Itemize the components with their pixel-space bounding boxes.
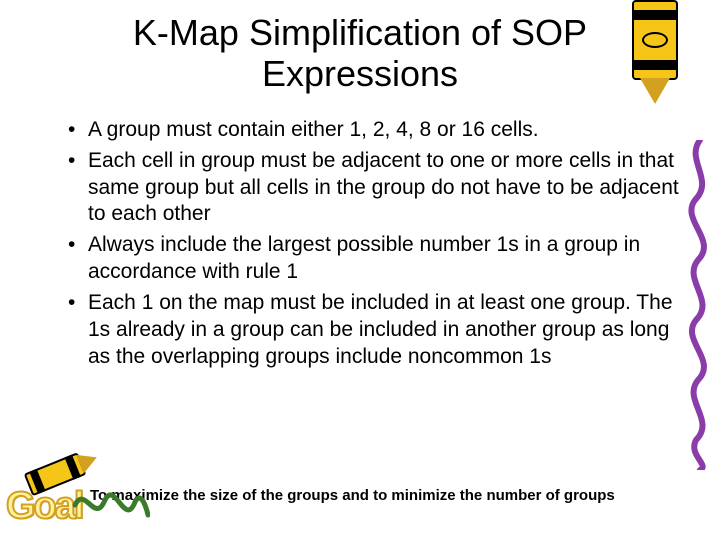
bullet-item: A group must contain either 1, 2, 4, 8 o…	[68, 117, 680, 144]
bullet-list: A group must contain either 1, 2, 4, 8 o…	[40, 117, 680, 371]
crayon-top-icon	[620, 0, 690, 110]
bullet-item: Always include the largest possible numb…	[68, 232, 680, 286]
slide-title: K-Map Simplification of SOP Expressions	[40, 12, 680, 95]
slide-container: K-Map Simplification of SOP Expressions …	[0, 0, 720, 540]
bullet-item: Each cell in group must be adjacent to o…	[68, 148, 680, 229]
scribble-right-icon	[680, 140, 720, 470]
scribble-bottom-icon	[70, 480, 150, 530]
bullet-item: Each 1 on the map must be included in at…	[68, 290, 680, 371]
footer-note: To maximize the size of the groups and t…	[90, 487, 710, 504]
